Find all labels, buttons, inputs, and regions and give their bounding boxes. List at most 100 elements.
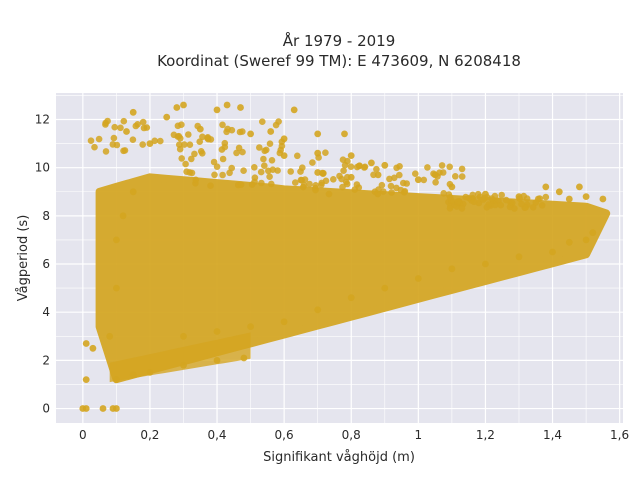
scatter-texture-dot: [91, 143, 98, 151]
data-point: [589, 229, 597, 237]
data-point: [129, 108, 137, 116]
scatter-texture-dot: [196, 138, 203, 145]
scatter-texture-dot: [470, 198, 478, 206]
scatter-texture-dot: [277, 146, 285, 154]
scatter-texture-dot: [113, 141, 121, 149]
x-tick-label: 0,6: [275, 428, 294, 442]
x-tick-label: 0: [79, 428, 87, 442]
x-tick-label: 1: [414, 428, 422, 442]
scatter-texture-dot: [292, 179, 299, 186]
scatter-texture-dot: [445, 191, 453, 198]
data-point: [515, 253, 523, 261]
data-point: [314, 169, 322, 176]
data-point: [599, 195, 607, 203]
data-point: [414, 176, 422, 184]
scatter-texture-dot: [361, 164, 368, 171]
scatter-texture-dot: [387, 182, 395, 190]
data-point: [82, 376, 90, 383]
y-tick-label: 10: [35, 161, 50, 175]
scatter-texture-dot: [272, 121, 280, 129]
data-point: [314, 149, 322, 157]
scatter-texture-dot: [185, 131, 192, 138]
scatter-density-region: [109, 332, 251, 383]
scatter-points: [79, 101, 607, 412]
scatter-texture-dot: [312, 186, 319, 194]
scatter-texture-dot: [396, 171, 403, 179]
scatter-texture-dot: [432, 179, 439, 186]
scatter-texture-dot: [102, 148, 110, 155]
data-point: [290, 106, 298, 114]
data-point: [280, 318, 288, 326]
scatter-texture-dot: [259, 118, 266, 125]
scatter-texture-dot: [458, 173, 466, 180]
scatter-texture-dot: [260, 155, 267, 163]
scatter-texture-dot: [353, 181, 361, 188]
y-tick-label: 0: [42, 402, 50, 416]
data-point: [431, 171, 439, 179]
scatter-texture-dot: [325, 190, 333, 198]
data-point: [448, 183, 456, 191]
data-point: [113, 284, 120, 292]
scatter-texture-dot: [266, 173, 273, 180]
scatter-texture-dot: [255, 144, 263, 151]
scatter-texture-dot: [199, 133, 206, 141]
scatter-texture-dot: [221, 139, 229, 147]
scatter-texture-dot: [207, 182, 214, 189]
scatter-texture-dot: [378, 181, 386, 189]
chart-title-line1: År 1979 - 2019: [283, 31, 396, 50]
scatter-texture-dot: [263, 146, 270, 154]
scatter-texture-dot: [117, 124, 124, 132]
scatter-texture-dot: [268, 157, 276, 164]
scatter-texture-dot: [498, 191, 506, 199]
y-tick-label: 6: [42, 257, 50, 271]
x-tick-label: 0,4: [207, 428, 226, 442]
scatter-texture-dot: [199, 150, 206, 157]
scatter-texture-dot: [294, 152, 301, 160]
scatter-texture-dot: [204, 134, 212, 141]
scatter-texture-dot: [237, 181, 245, 188]
data-point: [414, 275, 422, 282]
data-point: [180, 101, 187, 109]
scatter-texture-dot: [448, 197, 455, 204]
scatter-texture-dot: [483, 204, 491, 211]
scatter-texture-dot: [297, 168, 304, 175]
data-point: [82, 405, 90, 412]
data-point: [180, 332, 187, 340]
scatter-texture-dot: [319, 170, 327, 177]
data-point: [448, 265, 456, 273]
scatter-texture-dot: [269, 166, 277, 173]
scatter-texture-dot: [233, 149, 240, 157]
scatter-cloud: [87, 117, 611, 384]
scatter-texture-dot: [446, 163, 454, 171]
scatter-texture-dot: [110, 134, 118, 142]
scatter-texture-dot: [538, 202, 546, 209]
data-point: [555, 188, 563, 196]
scatter-texture-dot: [529, 204, 537, 211]
data-point: [280, 135, 288, 143]
scatter-texture-dot: [438, 162, 446, 169]
scatter-texture-dot: [111, 123, 118, 131]
scatter-texture-dot: [341, 161, 349, 169]
data-point: [99, 405, 107, 412]
data-point: [180, 361, 187, 369]
data-point: [240, 354, 248, 362]
scatter-texture-dot: [210, 158, 218, 166]
y-axis-label: Vågperiod (s): [16, 215, 31, 302]
scatter-texture-dot: [178, 155, 185, 162]
scatter-texture-dot: [183, 168, 190, 175]
scatter-texture-dot: [211, 171, 218, 179]
x-tick-label: 0,8: [342, 428, 361, 442]
scatter-texture-dot: [186, 141, 194, 148]
scatter-texture-dot: [248, 181, 256, 188]
scatter-texture-dot: [397, 186, 405, 194]
scatter-texture-dot: [452, 173, 459, 180]
scatter-texture-dot: [257, 168, 265, 176]
scatter-texture-dot: [120, 117, 128, 125]
scatter-texture-dot: [258, 179, 265, 187]
data-point: [341, 130, 348, 138]
scatter-texture-dot: [347, 163, 355, 170]
y-tick-label: 2: [42, 353, 50, 367]
x-tick-label: 1,4: [543, 428, 562, 442]
data-point: [381, 161, 389, 169]
